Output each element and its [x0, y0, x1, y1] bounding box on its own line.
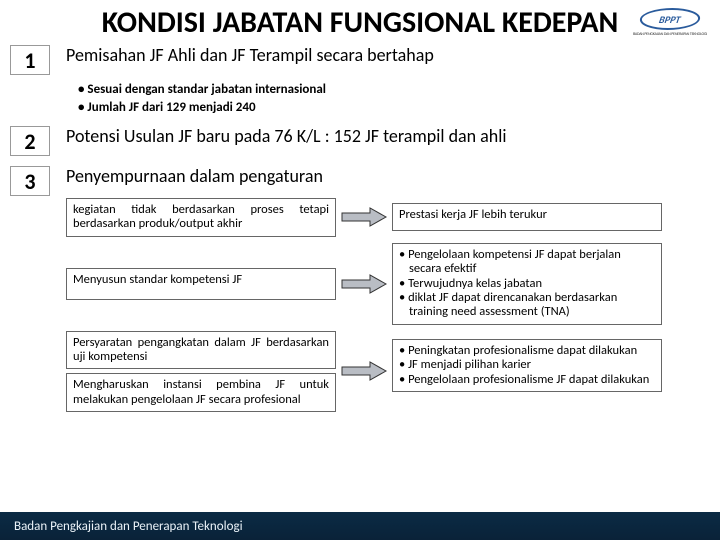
item-2-text: Potensi Usulan JF baru pada 76 K/L : 152…	[66, 126, 708, 148]
flow-2-right: Pengelolaan kompetensi JF dapat berjalan…	[392, 243, 662, 325]
item-1-bullet-2: Jumlah JF dari 129 menjadi 240	[78, 99, 708, 117]
flow-3-left-2: Mengharuskan instansi pembina JF untuk m…	[66, 373, 336, 412]
flow-1-right: Prestasi kerja JF lebih terukur	[392, 203, 662, 231]
flow-3-right-b2: JF menjadi pilihan karier	[399, 358, 655, 372]
logo-brand: BPPT	[638, 8, 703, 30]
arrow-icon	[336, 270, 392, 298]
flow-3: Persyaratan pengangkatan dalam JF berdas…	[66, 331, 702, 413]
flow-2-right-b2: Terwujudnya kelas jabatan	[399, 277, 655, 291]
item-3-text: Penyempurnaan dalam pengaturan	[66, 166, 708, 188]
item-1-text: Pemisahan JF Ahli dan JF Terampil secara…	[66, 45, 708, 67]
flow-2-right-b1: Pengelolaan kompetensi JF dapat berjalan…	[399, 248, 655, 277]
flow-1-left: kegiatan tidak berdasarkan proses tetapi…	[66, 198, 336, 237]
logo-subtext: BADAN PENGKAJIAN DAN PENERAPAN TEKNOLOGI	[633, 32, 707, 37]
item-2-number: 2	[10, 126, 50, 156]
flow-1: kegiatan tidak berdasarkan proses tetapi…	[66, 198, 702, 237]
flow-3-right-b3: Pengelolaan profesionalisme JF dapat dil…	[399, 373, 655, 387]
flow-2-right-b3: diklat JF dapat direncanakan berdasarkan…	[399, 291, 655, 320]
flow-2: Menyusun standar kompetensi JF Pengelola…	[66, 243, 702, 325]
page-title: KONDISI JABATAN FUNGSIONAL KEDEPAN	[0, 0, 720, 41]
content-area: 1 Pemisahan JF Ahli dan JF Terampil seca…	[0, 45, 720, 412]
footer-text: Badan Pengkajian dan Penerapan Teknologi	[14, 519, 243, 534]
item-1: 1 Pemisahan JF Ahli dan JF Terampil seca…	[10, 45, 708, 75]
flow-area: kegiatan tidak berdasarkan proses tetapi…	[66, 198, 702, 412]
item-1-number: 1	[10, 45, 50, 75]
item-1-bullet-1: Sesuai dengan standar jabatan internasio…	[78, 81, 708, 99]
logo: BPPT BADAN PENGKAJIAN DAN PENERAPAN TEKN…	[630, 8, 710, 46]
flow-2-left: Menyusun standar kompetensi JF	[66, 268, 336, 300]
item-2: 2 Potensi Usulan JF baru pada 76 K/L : 1…	[10, 126, 708, 156]
item-1-bullets: Sesuai dengan standar jabatan internasio…	[78, 81, 708, 116]
flow-3-right-b1: Peningkatan profesionalisme dapat dilaku…	[399, 344, 655, 358]
flow-3-left-1: Persyaratan pengangkatan dalam JF berdas…	[66, 331, 336, 370]
footer-bar: Badan Pengkajian dan Penerapan Teknologi	[0, 512, 720, 540]
arrow-icon	[336, 203, 392, 231]
flow-3-left-col: Persyaratan pengangkatan dalam JF berdas…	[66, 331, 336, 413]
item-3: 3 Penyempurnaan dalam pengaturan	[10, 166, 708, 196]
flow-3-right: Peningkatan profesionalisme dapat dilaku…	[392, 339, 662, 392]
arrow-icon	[336, 357, 392, 385]
item-3-number: 3	[10, 166, 50, 196]
